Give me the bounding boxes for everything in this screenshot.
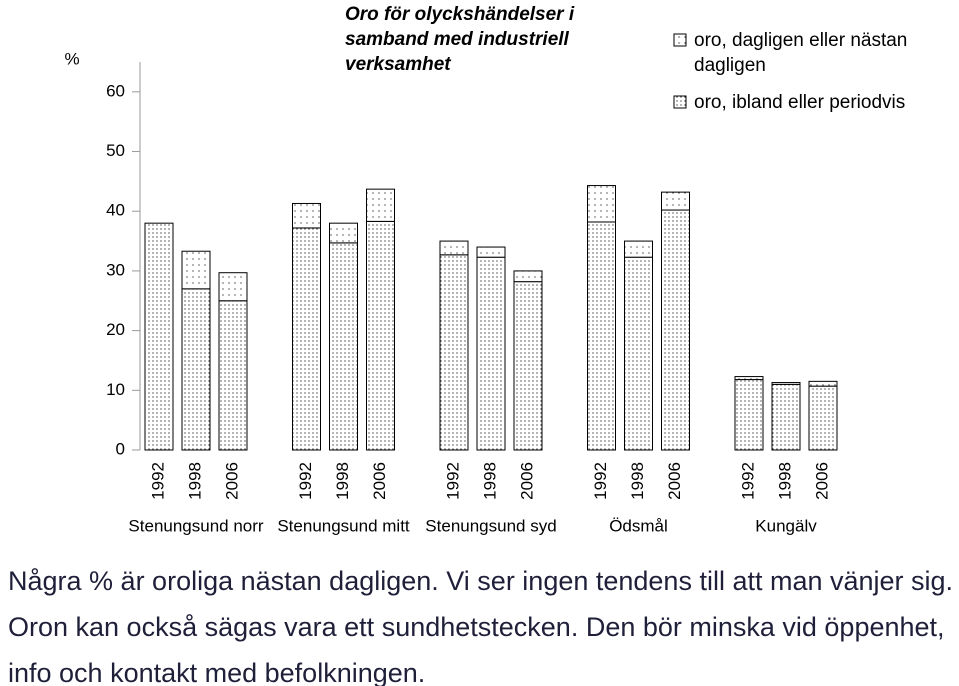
y-tick-label: 20: [106, 320, 125, 339]
x-tick-label: 1998: [480, 462, 499, 500]
x-tick-label: 2006: [812, 462, 831, 500]
bar-segment: [181, 288, 211, 451]
y-tick-label: 40: [106, 201, 125, 220]
bar-segment: [292, 202, 321, 229]
x-tick-label: 2006: [665, 462, 684, 500]
bar-segment: [329, 242, 358, 451]
y-tick-label: 30: [106, 260, 125, 279]
bar-segment: [476, 246, 506, 258]
x-tick-label: 1992: [296, 462, 315, 500]
x-tick-label: 2006: [370, 462, 389, 500]
x-tick-label: 1992: [591, 462, 610, 500]
y-axis-label: %: [64, 49, 79, 68]
bar-segment: [771, 383, 801, 451]
group-label: Stenungsund mitt: [277, 516, 410, 535]
bar-segment: [476, 256, 506, 451]
x-tick-label: 1998: [628, 462, 647, 500]
x-tick-label: 1998: [333, 462, 352, 500]
bar-segment: [218, 300, 248, 451]
bar-segment: [734, 379, 764, 451]
x-tick-label: 1992: [148, 462, 167, 500]
x-tick-label: 2006: [222, 462, 241, 500]
y-tick-label: 10: [106, 380, 125, 399]
x-tick-label: 1992: [738, 462, 757, 500]
bar-segment: [329, 222, 358, 244]
y-tick-label: 50: [106, 141, 125, 160]
bar-segment: [144, 222, 174, 451]
legend-swatch: [673, 33, 687, 47]
bar-segment: [624, 256, 653, 451]
bar-segment: [439, 254, 469, 451]
bar-segment: [292, 227, 321, 451]
bar-segment: [587, 221, 616, 451]
bar-segment: [366, 220, 395, 451]
x-tick-label: 1992: [443, 462, 462, 500]
x-tick-label: 1998: [185, 462, 204, 500]
group-label: Kungälv: [755, 516, 817, 535]
x-tick-label: 2006: [517, 462, 536, 500]
group-label: Stenungsund syd: [425, 516, 556, 535]
bar-segment: [661, 209, 690, 451]
bar-segment: [181, 250, 211, 290]
bar-segment: [771, 382, 801, 385]
x-tick-label: 1998: [775, 462, 794, 500]
chart-title: Oro för olyckshändelser i samband med in…: [345, 4, 575, 75]
annotation: Några % är oroliga nästan dagligen. Vi s…: [8, 566, 954, 686]
bar-segment: [808, 385, 838, 451]
bar-segment: [661, 191, 690, 211]
y-tick-label: 60: [106, 81, 125, 100]
bar-segment: [624, 240, 653, 258]
bar-segment: [587, 185, 616, 223]
group-label: Stenungsund norr: [128, 516, 263, 535]
legend-swatch: [673, 95, 687, 109]
bar-segment: [218, 272, 248, 302]
bar-segment: [366, 188, 395, 222]
bar-segment: [513, 281, 543, 451]
group-label: Ödsmål: [609, 516, 668, 535]
bar-segment: [439, 240, 469, 256]
bar-segment: [513, 270, 543, 283]
bar-segment: [808, 380, 838, 387]
legend-entry: oro, ibland eller periodvis: [694, 92, 906, 113]
bar-segment: [734, 376, 764, 381]
y-tick-label: 0: [116, 439, 125, 458]
legend-entry: oro, dagligen eller nästan dagligen: [694, 30, 908, 76]
